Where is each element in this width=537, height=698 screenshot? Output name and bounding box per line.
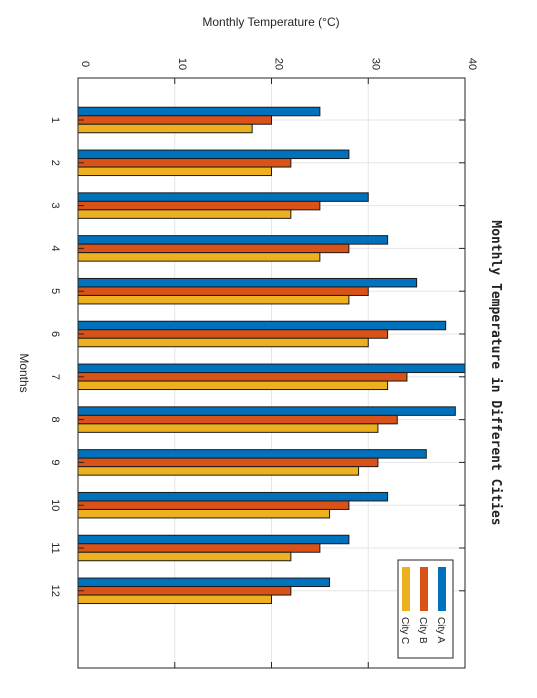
bar-city-a-8: [77, 406, 456, 416]
bar-city-b-9: [77, 457, 379, 468]
bar-city-c-7: [77, 380, 389, 391]
bar-city-c-1: [77, 123, 253, 134]
value-tick-label: 20: [273, 58, 285, 70]
category-tick-label: 2: [49, 160, 61, 166]
category-tick-label: 8: [49, 417, 61, 423]
bar-city-c-12: [77, 594, 272, 605]
bar-city-b-6: [77, 329, 389, 339]
legend-swatch: [402, 567, 410, 611]
bar-city-a-2: [77, 149, 350, 160]
bar-city-b-7: [77, 372, 408, 382]
category-tick-label: 3: [49, 203, 61, 209]
bar-city-b-3: [77, 200, 321, 211]
y-axis-label: Monthly Temperature (°C): [202, 15, 339, 29]
category-tick-label: 9: [49, 459, 61, 465]
category-tick-label: 12: [49, 585, 61, 597]
bar-city-c-4: [77, 252, 321, 262]
bar-city-a-10: [77, 491, 389, 502]
legend-label: City C: [399, 617, 410, 644]
bar-city-c-3: [77, 209, 292, 219]
category-tick-label: 6: [49, 331, 61, 337]
bar-city-a-5: [77, 277, 418, 288]
bars: [77, 106, 466, 605]
bar-city-c-11: [77, 551, 292, 562]
bar-city-c-10: [77, 508, 331, 519]
bar-city-c-2: [77, 166, 272, 177]
legend-swatch: [438, 567, 446, 611]
bar-city-b-12: [77, 586, 292, 596]
bar-city-c-8: [77, 423, 379, 433]
category-tick-label: 1: [49, 117, 61, 123]
value-tick-label: 40: [466, 58, 478, 70]
legend: City A City B City C: [397, 559, 454, 659]
x-axis-label: Months: [17, 353, 31, 392]
value-tick-label: 0: [79, 61, 91, 67]
bar-city-a-1: [77, 106, 321, 117]
bar-city-a-7: [77, 363, 466, 374]
bar-city-a-3: [77, 192, 369, 202]
bar-city-b-5: [77, 286, 369, 296]
category-tick-label: 5: [49, 288, 61, 294]
bar-city-c-6: [77, 337, 369, 348]
bar-city-c-5: [77, 294, 350, 305]
bar-city-b-8: [77, 414, 398, 425]
bar-city-a-12: [77, 577, 331, 588]
value-tick-label: 30: [369, 58, 381, 70]
bar-city-a-9: [77, 449, 427, 459]
bar-city-b-1: [77, 115, 272, 125]
value-tick-label: 10: [176, 58, 188, 70]
category-tick-label: 10: [49, 499, 61, 511]
chart-title: Monthly Temperature in Different Cities: [488, 220, 503, 525]
bar-city-b-10: [77, 500, 350, 510]
legend-label: City A: [435, 617, 446, 643]
category-tick-label: 7: [49, 374, 61, 380]
bar-city-b-11: [77, 543, 321, 553]
category-tick-label: 11: [49, 542, 61, 553]
bar-city-a-11: [77, 534, 350, 545]
bar-city-b-2: [77, 158, 292, 168]
category-tick-label: 4: [49, 245, 61, 251]
bar-city-b-4: [77, 243, 350, 254]
bar-city-a-4: [77, 235, 389, 245]
legend-swatch: [420, 567, 428, 611]
legend-label: City B: [417, 617, 428, 644]
bar-city-a-6: [77, 320, 447, 331]
bar-city-c-9: [77, 466, 360, 476]
